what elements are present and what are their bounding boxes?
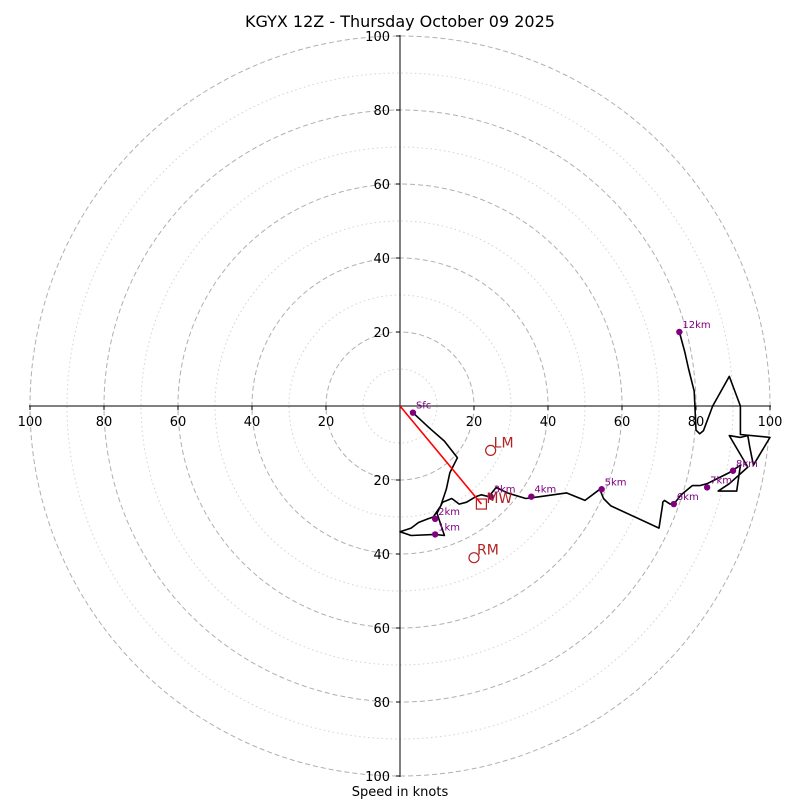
storm-motion-marker (468, 552, 480, 564)
height-marker (729, 467, 737, 474)
y-tick-label: 40 (373, 252, 390, 267)
height-marker (703, 484, 711, 491)
shear-vector-layer (399, 405, 483, 505)
y-tick-label: 80 (373, 104, 390, 119)
height-marker (487, 493, 494, 500)
height-markers: Sfc 1km 2km 3km 4km 5km 6km 7km 8km 12km (409, 320, 758, 538)
y-tick-label: 20 (373, 326, 390, 341)
tick-labels: 100 80 60 40 20 20 40 60 80 100 100 80 60 40 20 20 40 60 8… (18, 30, 783, 785)
height-marker (676, 328, 683, 336)
y-tick-label: 100 (365, 30, 390, 45)
height-marker-label: Sfc (416, 401, 431, 412)
height-marker (431, 531, 439, 538)
x-tick-label: 80 (96, 415, 113, 430)
y-tick-label: 60 (373, 622, 390, 637)
y-tick-label: 80 (373, 696, 390, 711)
shear-vector (399, 405, 483, 505)
height-marker-label: 3km (494, 485, 516, 496)
height-marker-label: 2km (438, 507, 460, 518)
storm-motion-markers: LM RM MW (468, 435, 514, 564)
y-tick-label: 100 (365, 770, 390, 785)
height-marker-label: 6km (677, 492, 699, 503)
storm-motion-label: LM (494, 435, 514, 451)
height-marker (598, 486, 605, 493)
x-axis-label: Speed in knots (352, 785, 449, 800)
mean-wind-label: MW (486, 491, 512, 507)
chart-title: KGYX 12Z - Thursday October 09 2025 (245, 12, 555, 31)
height-marker-label: 1km (438, 522, 460, 533)
height-marker-label: 7km (710, 475, 732, 486)
height-marker-label: 8km (736, 459, 758, 470)
x-tick-label: 100 (18, 415, 43, 430)
height-marker-label: 5km (605, 477, 627, 488)
y-tick-label: 20 (373, 474, 390, 489)
hodograph-trace-layer (399, 331, 771, 537)
height-marker-label: 4km (534, 485, 556, 496)
height-marker (528, 493, 535, 500)
x-tick-label: 60 (170, 415, 187, 430)
height-marker (409, 409, 417, 416)
x-tick-label: 60 (614, 415, 631, 430)
hodograph-trace (399, 331, 771, 537)
x-tick-label: 40 (540, 415, 557, 430)
height-marker (670, 500, 677, 508)
height-marker (431, 515, 439, 523)
x-tick-label: 40 (244, 415, 261, 430)
y-tick-label: 40 (373, 548, 390, 563)
x-tick-label: 20 (318, 415, 335, 430)
height-marker-label: 12km (682, 320, 710, 331)
mean-wind-marker (475, 498, 487, 510)
storm-motion-label: RM (477, 543, 499, 559)
x-tick-label: 20 (466, 415, 483, 430)
x-tick-label: 100 (758, 415, 783, 430)
y-tick-label: 60 (373, 178, 390, 193)
storm-motion-marker (485, 444, 497, 456)
